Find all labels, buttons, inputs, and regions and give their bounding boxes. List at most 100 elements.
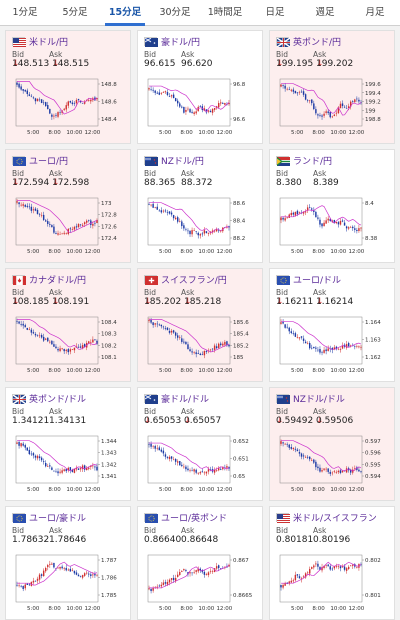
candle-body (40, 335, 43, 338)
currency-pair-name[interactable]: 豪ドル/円 (161, 37, 201, 48)
candle-body (160, 210, 163, 213)
ask-price: 1.16214 (316, 297, 354, 307)
currency-pair-name[interactable]: 英ポンド/円 (293, 37, 342, 48)
candlestick-chart[interactable]: 0.802 0.801 5:00 8:00 10:00 12:00 (278, 552, 390, 612)
candle-body (22, 586, 24, 590)
chart-frame (15, 435, 99, 484)
candle-body (321, 115, 323, 117)
tab-timeframe[interactable]: 月足 (365, 7, 385, 18)
currency-pair-name[interactable]: カナダドル/円 (29, 275, 87, 286)
candlestick-chart[interactable]: 0.867 0.8665 5:00 8:00 10:00 12:00 (146, 552, 258, 612)
tab-timeframe[interactable]: 1分足 (12, 7, 38, 18)
tab-timeframe[interactable]: 1時間足 (207, 7, 243, 18)
candlestick-chart[interactable]: 1.164 1.163 1.162 5:00 8:00 10:00 12:00 (278, 314, 390, 374)
y-tick-label: 1.343 (101, 451, 117, 457)
candle-body (154, 90, 156, 93)
rate-card[interactable]: 豪ドル/ドル Bid Ask ↓ 0.65053 ↓ 0.65057 0.652 0.651 0.… (137, 387, 263, 501)
rate-card[interactable]: カナダドル/円 Bid Ask ↓ 108.185 ↓ 108.191 108.4 108.3 1… (5, 268, 131, 382)
x-tick-label: 5:00 (27, 249, 40, 255)
candle-body (345, 344, 348, 348)
candle-body (53, 562, 55, 568)
card-header: ユーロ/ドル (276, 273, 342, 286)
rate-card[interactable]: ユーロ/英ポンド Bid Ask 0.86640 0.86648 0.867 0.8665 5… (137, 506, 263, 620)
candle-body (215, 346, 218, 349)
currency-pair-name[interactable]: ユーロ/円 (29, 156, 69, 167)
rate-card[interactable]: 米ドル/円 Bid Ask ↓ 148.513 ↓ 148.515 148.8 148.6 148… (5, 30, 131, 144)
down-arrow-icon: ↓ (144, 297, 152, 307)
moving-average-line (149, 318, 230, 353)
candlestick-chart[interactable]: 0.652 0.651 0.65 5:00 8:00 10:00 12:00 (146, 433, 258, 493)
rate-card[interactable]: NZドル/円 Bid Ask 88.365 88.372 88.6 88.4 88.2 5:00… (137, 149, 263, 263)
candlestick-chart[interactable]: 88.6 88.4 88.2 5:00 8:00 10:00 12:00 (146, 195, 258, 255)
x-tick-label: 10:00 (198, 487, 214, 493)
currency-pair-name[interactable]: NZドル/円 (161, 156, 204, 167)
currency-pair-name[interactable]: ユーロ/英ポンド (161, 513, 228, 524)
candlestick-chart[interactable]: 199.6 199.4 199.2 199 198.8 5:00 8:00 10:00 12:0… (278, 76, 390, 136)
candle-body (304, 94, 307, 100)
candle-body (360, 564, 362, 566)
candle-body (170, 456, 173, 459)
candle-body (319, 467, 321, 472)
candle-body (63, 469, 65, 471)
currency-pair-name[interactable]: ユーロ/豪ドル (29, 513, 87, 524)
rate-card[interactable]: 豪ドル/円 Bid Ask 96.615 96.620 96.8 96.6 5:00 8:00 1… (137, 30, 263, 144)
currency-pair-name[interactable]: ランド/円 (293, 156, 333, 167)
y-tick-label: 108.2 (101, 343, 117, 349)
candlestick-chart[interactable]: 96.8 96.6 5:00 8:00 10:00 12:00 (146, 76, 258, 136)
currency-pair-name[interactable]: NZドル/ドル (293, 394, 345, 405)
candle-body (30, 206, 33, 211)
rate-card[interactable]: 英ポンド/ドル Bid Ask 1.34121 1.34131 1.344 1.343 1.3… (5, 387, 131, 501)
candle-body (79, 576, 82, 577)
rate-card[interactable]: ランド/円 Bid Ask 8.380 8.389 8.4 8.38 5:00 8:00 10:0… (269, 149, 395, 263)
currency-pair-name[interactable]: ユーロ/ドル (293, 275, 342, 286)
rate-card[interactable]: スイスフラン/円 Bid Ask ↓ 185.202 ↓ 185.218 185.6 185.4… (137, 268, 263, 382)
down-arrow-icon: ↓ (144, 416, 152, 426)
chart-frame (279, 435, 363, 484)
y-tick-label: 199 (365, 108, 376, 114)
currency-pair-name[interactable]: スイスフラン/円 (161, 275, 227, 286)
currency-pair-name[interactable]: 豪ドル/ドル (161, 394, 210, 405)
candle-body (166, 581, 169, 585)
rate-card[interactable]: 米ドル/スイスフラン Bid Ask 0.80181 0.80196 0.802 0.801… (269, 506, 395, 620)
candle-body (152, 587, 154, 591)
candlestick-chart[interactable]: 148.8 148.6 148.4 5:00 8:00 10:00 12:00 (14, 76, 126, 136)
candlestick-chart[interactable]: 8.4 8.38 5:00 8:00 10:00 12:00 (278, 195, 390, 255)
candle-body (90, 465, 92, 467)
candle-body (218, 565, 220, 569)
candle-body (90, 574, 92, 576)
tab-timeframe[interactable]: 5分足 (62, 7, 88, 18)
rate-card[interactable]: ユーロ/円 Bid Ask ↓ 172.594 ↓ 172.598 173 172.8 172.6… (5, 149, 131, 263)
bid-label: Bid (276, 169, 288, 178)
currency-pair-name[interactable]: 英ポンド/ドル (29, 394, 87, 405)
tab-timeframe[interactable]: 週足 (315, 7, 335, 18)
candle-body (226, 566, 228, 568)
candlestick-chart[interactable]: 1.344 1.343 1.342 1.341 5:00 8:00 10:00 12:00 (14, 433, 126, 493)
candle-body (75, 572, 78, 575)
rate-card[interactable]: 英ポンド/円 Bid Ask ↓ 199.195 ↓ 199.202 199.6 199.4 19… (269, 30, 395, 144)
tab-timeframe[interactable]: 日足 (265, 7, 285, 18)
card-header: 米ドル/円 (12, 35, 69, 48)
candle-body (55, 114, 57, 116)
candle-body (32, 580, 35, 583)
candlestick-chart[interactable]: 0.597 0.596 0.595 0.594 5:00 8:00 10:00 12:00 (278, 433, 390, 493)
candle-body (51, 467, 53, 470)
candlestick-chart[interactable]: 185.6 185.4 185.2 185 5:00 8:00 10:00 12:00 (146, 314, 258, 374)
chart-svg: 96.8 96.6 5:00 8:00 10:00 12:00 (147, 78, 246, 136)
candlestick-chart[interactable]: 108.4 108.3 108.2 108.1 5:00 8:00 10:00 12:00 (14, 314, 126, 374)
rate-card[interactable]: ユーロ/ドル Bid Ask ↓ 1.16211 ↓ 1.16214 1.164 1.163 1.… (269, 268, 395, 382)
candle-body (86, 220, 88, 223)
tab-timeframe[interactable]: 30分足 (159, 7, 191, 18)
candle-body (323, 113, 325, 116)
candlestick-chart[interactable]: 1.787 1.786 1.785 5:00 8:00 10:00 12:00 (14, 552, 126, 612)
rate-card[interactable]: NZドル/ドル Bid Ask ↓ 0.59492 ↓ 0.59506 0.597 0.596 0… (269, 387, 395, 501)
rate-card[interactable]: ユーロ/豪ドル Bid Ask 1.78632 1.78646 1.787 1.786 1.7… (5, 506, 131, 620)
au-flag-icon (144, 36, 158, 47)
candle-body (191, 230, 193, 235)
currency-pair-name[interactable]: 米ドル/円 (29, 37, 69, 48)
candlestick-chart[interactable]: 173 172.8 172.6 172.4 5:00 8:00 10:00 12:00 (14, 195, 126, 255)
currency-pair-name[interactable]: 米ドル/スイスフラン (293, 513, 377, 524)
candle-body (65, 105, 67, 110)
candle-body (150, 204, 152, 206)
tab-timeframe[interactable]: 15分足 (100, 0, 150, 26)
candle-body (220, 468, 222, 470)
